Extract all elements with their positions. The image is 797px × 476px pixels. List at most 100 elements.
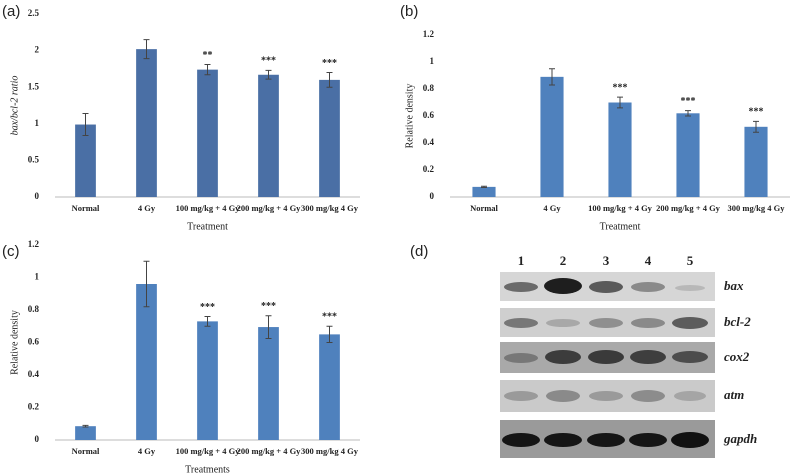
gel-band [630, 350, 666, 364]
y-tick-label: 0 [430, 191, 435, 201]
y-tick-label: 1.2 [28, 239, 40, 249]
bar [136, 49, 157, 197]
y-tick-label: 1.5 [28, 81, 40, 91]
bar [319, 79, 340, 197]
y-tick-label: 1 [430, 56, 435, 66]
gel-band [631, 390, 665, 402]
y-axis-label: Relative density [9, 310, 20, 375]
error-bar [204, 64, 211, 76]
gel-band [672, 317, 708, 329]
bar [676, 113, 700, 197]
y-tick-label: 2 [35, 45, 40, 55]
x-tick-label: 200 mg/kg + 4 Gy [237, 203, 302, 213]
x-axis-label: Treatment [600, 221, 641, 232]
y-axis-label: bax/bcl-2 ratio [9, 76, 20, 136]
x-tick-label: 200 mg/kg + 4 Gy [237, 446, 302, 456]
gel-band [631, 318, 665, 328]
y-tick-label: 1 [35, 118, 40, 128]
lane-label: 3 [603, 253, 610, 268]
gene-label: atm [724, 387, 744, 402]
gel-band [631, 282, 665, 292]
gel-band [545, 350, 581, 364]
y-tick-label: 0.6 [28, 337, 40, 347]
y-tick-label: 0.6 [423, 110, 435, 120]
bar [75, 124, 96, 197]
significance-label: *** [322, 312, 337, 323]
y-tick-label: 0 [35, 434, 40, 444]
x-tick-label: 300 mg/kg 4 Gy [301, 203, 359, 213]
gel-band [588, 350, 624, 364]
x-tick-label: 4 Gy [138, 446, 156, 456]
y-tick-label: 1.2 [423, 29, 435, 39]
y-tick-label: 0.8 [423, 83, 435, 93]
x-tick-label: 200 mg/kg + 4 Gy [656, 203, 721, 213]
y-tick-label: 2.5 [28, 8, 40, 18]
error-bar [685, 110, 691, 117]
gene-label: cox2 [724, 349, 750, 364]
gene-label: bax [724, 278, 744, 293]
x-tick-label: 100 mg/kg + 4 Gy [588, 203, 653, 213]
gene-label: bcl-2 [724, 314, 751, 329]
gel-band [589, 318, 623, 328]
panel-label: (b) [400, 3, 418, 20]
significance-label: *** [322, 58, 337, 69]
significance-label: *** [261, 301, 276, 312]
error-bar [143, 39, 150, 60]
lane-label: 1 [518, 253, 525, 268]
bar [608, 102, 632, 197]
gel-band [544, 433, 582, 447]
x-tick-label: Normal [470, 203, 498, 213]
significance-label: *** [613, 82, 628, 93]
lane-label: 5 [687, 253, 694, 268]
gel-band [546, 319, 580, 327]
gel-band [504, 391, 538, 401]
y-tick-label: 0.8 [28, 304, 40, 314]
x-tick-label: Normal [72, 203, 100, 213]
bar [744, 126, 768, 197]
error-bar [143, 260, 150, 308]
bar [319, 334, 340, 440]
lane-label: 2 [560, 253, 567, 268]
gel-band [674, 391, 706, 401]
error-bar [82, 424, 89, 428]
x-tick-label: 300 mg/kg 4 Gy [301, 446, 359, 456]
gel-band [502, 433, 540, 447]
x-tick-label: 300 mg/kg 4 Gy [728, 203, 786, 213]
significance-label: *** [749, 107, 764, 118]
x-axis-label: Treatments [185, 464, 230, 475]
bar [258, 74, 279, 197]
y-tick-label: 1 [35, 272, 40, 282]
gel-band [504, 353, 538, 363]
bar [197, 69, 218, 197]
gel-band [675, 285, 705, 291]
x-tick-label: Normal [72, 446, 100, 456]
lane-label: 4 [645, 253, 652, 268]
gel [500, 272, 715, 458]
x-tick-label: 4 Gy [138, 203, 156, 213]
bar [136, 284, 157, 440]
gene-label: gapdh [723, 431, 757, 446]
panel-label: (d) [410, 243, 428, 260]
x-tick-label: 100 mg/kg + 4 Gy [176, 446, 241, 456]
significance-label: *** [200, 302, 215, 313]
gel-band [629, 433, 667, 447]
error-bar [326, 72, 333, 88]
gel-band [672, 351, 708, 363]
error-bar [617, 96, 623, 109]
gel-band [589, 391, 623, 401]
significance-label: ** [203, 50, 213, 61]
y-tick-label: 0 [35, 191, 40, 201]
y-tick-label: 0.2 [28, 402, 40, 412]
error-bar [326, 325, 333, 343]
gel-band [671, 432, 709, 448]
x-axis-label: Treatment [187, 221, 228, 232]
bar [540, 76, 564, 197]
error-bar [265, 315, 272, 339]
y-tick-label: 0.5 [28, 154, 40, 164]
gel-band [546, 390, 580, 402]
y-tick-label: 0.4 [28, 369, 40, 379]
panel-label: (a) [2, 3, 20, 20]
significance-label: *** [261, 56, 276, 67]
bar [197, 321, 218, 440]
